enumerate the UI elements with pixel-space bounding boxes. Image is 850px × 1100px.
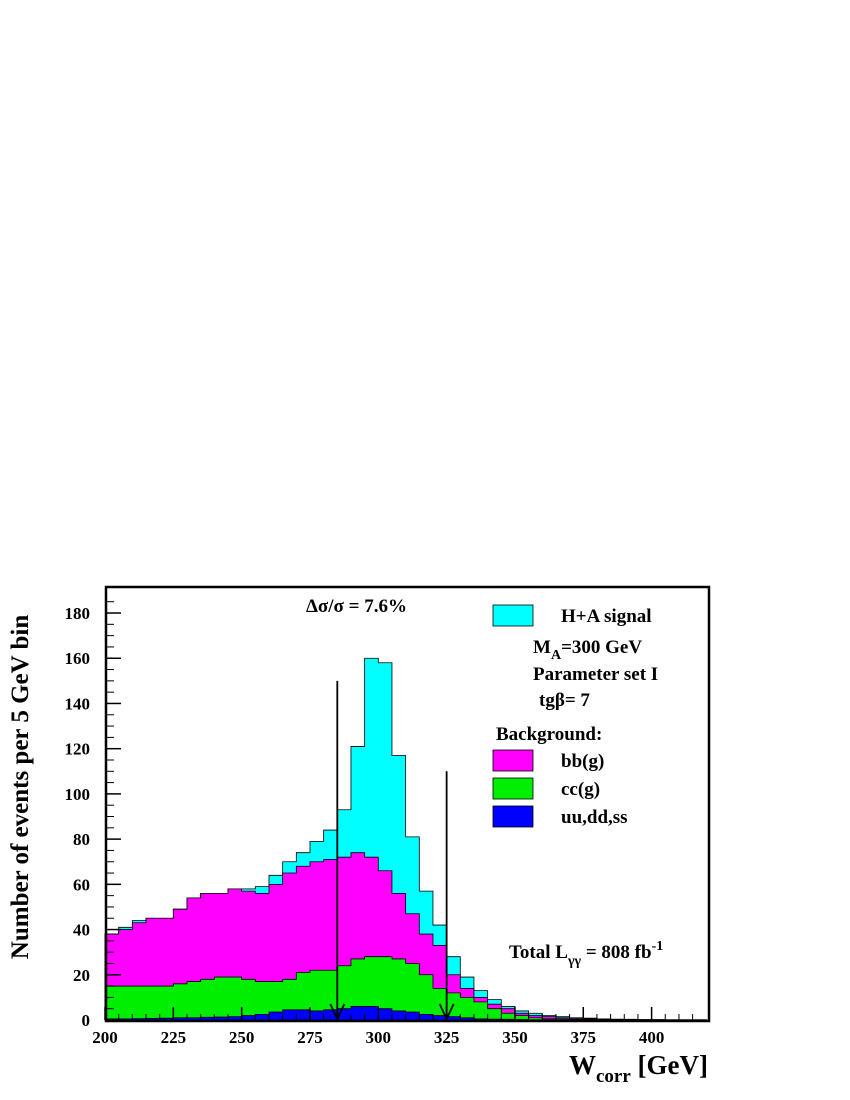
y-tick-label: 120 (65, 740, 91, 759)
legend-label-signal: H+A signal (561, 606, 652, 627)
x-tick-label: 375 (571, 1028, 597, 1047)
x-tick-label: 200 (92, 1028, 118, 1047)
tan-beta-annotation: tgβ= 7 (539, 690, 590, 711)
legend-label-bb: bb(g) (561, 751, 604, 772)
y-tick-label: 40 (73, 921, 90, 940)
ma-annotation: MA=300 GeV (533, 637, 642, 663)
legend-swatch-signal (492, 604, 534, 627)
y-tick-label: 60 (73, 875, 90, 894)
legend-swatch-cc (492, 777, 534, 800)
y-tick-label: 160 (65, 649, 91, 668)
x-tick-label: 225 (161, 1028, 187, 1047)
plot-frame (104, 585, 711, 1023)
x-tick-label: 325 (434, 1028, 460, 1047)
series-area-bb-g- (104, 852, 707, 1021)
y-tick-label: 20 (73, 966, 90, 985)
x-axis-title: Wcorr [GeV] (569, 1050, 708, 1087)
legend-label-uds: uu,dd,ss (561, 807, 628, 828)
luminosity-annotation: Total Lγγ = 808 fb-1 (509, 939, 663, 969)
y-tick-label: 100 (65, 785, 91, 804)
x-tick-label: 350 (502, 1028, 528, 1047)
y-tick-label: 0 (82, 1011, 91, 1030)
x-tick-label: 300 (366, 1028, 392, 1047)
background-heading: Background: (496, 724, 602, 745)
parameter-set-annotation: Parameter set I (533, 664, 658, 685)
x-tick-label: 275 (297, 1028, 323, 1047)
delta-sigma-annotation: Δσ/σ = 7.6% (306, 596, 407, 617)
histogram-layer (104, 657, 707, 1021)
y-tick-label: 180 (65, 604, 91, 623)
legend: H+A signal MA=300 GeV Parameter set I tg… (492, 604, 658, 828)
x-tick-label: 250 (229, 1028, 255, 1047)
tick-layer: 200 225 250 275 300 325 350 375 400 0 20 40 60 80 100 1… (65, 601, 694, 1047)
legend-label-cc: cc(g) (561, 779, 600, 800)
y-tick-label: 80 (73, 830, 90, 849)
legend-swatch-bb (492, 749, 534, 772)
y-axis-title: Number of events per 5 GeV bin (7, 615, 34, 960)
legend-swatch-uds (492, 805, 534, 828)
y-tick-label: 140 (65, 694, 91, 713)
x-tick-label: 400 (639, 1028, 665, 1047)
